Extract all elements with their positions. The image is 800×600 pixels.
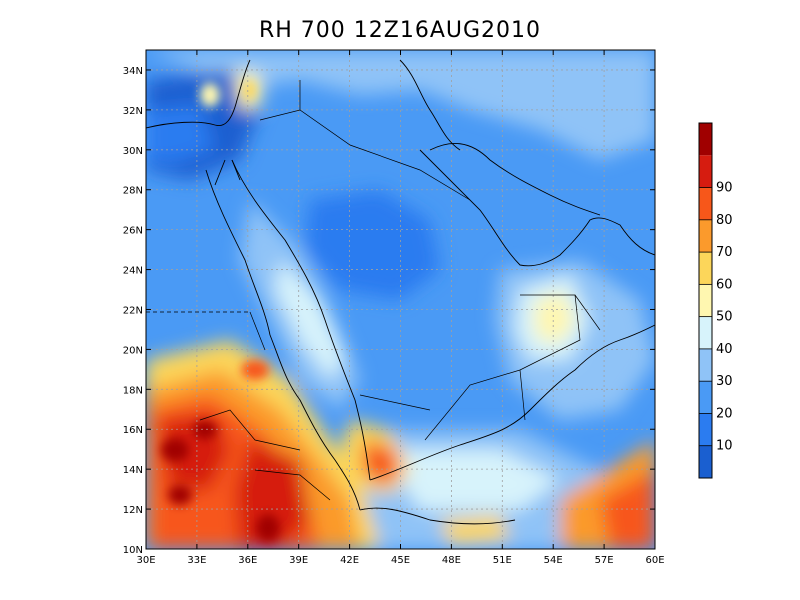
colorbar-segment	[699, 316, 712, 349]
x-tick-label: 48E	[442, 555, 461, 566]
rh-field	[146, 50, 655, 549]
colorbar-segment	[699, 284, 712, 317]
colorbar-label: 50	[716, 310, 733, 325]
x-tick-label: 57E	[595, 555, 614, 566]
y-tick-label: 16N	[123, 425, 143, 436]
x-tick-label: 30E	[136, 555, 155, 566]
colorbar-segment	[699, 413, 712, 446]
colorbar-segment	[699, 219, 712, 253]
colorbar-label: 30	[716, 374, 733, 389]
colorbar-label: 80	[716, 213, 733, 228]
y-tick-label: 18N	[123, 385, 143, 396]
x-tick-label: 60E	[645, 555, 664, 566]
chart-title: RH 700 12Z16AUG2010	[258, 18, 542, 43]
x-tick-label: 54E	[544, 555, 563, 566]
colorbar-label: 10	[716, 439, 733, 454]
y-axis: 10N 12N 14N 16N 18N 20N 22N 24N 26N 28N 30N 32N 34N	[123, 66, 655, 556]
y-tick-label: 14N	[123, 465, 143, 476]
y-tick-label: 28N	[123, 186, 143, 197]
y-tick-label: 20N	[123, 345, 143, 356]
colorbar-frame	[698, 122, 713, 479]
colorbar-segment	[699, 155, 712, 188]
x-tick-label: 36E	[238, 555, 257, 566]
colorbar-label: 70	[716, 245, 733, 260]
colorbar-label: 60	[716, 277, 733, 292]
y-tick-label: 10N	[123, 545, 143, 556]
colorbar-segment	[699, 348, 712, 382]
y-tick-label: 22N	[123, 305, 143, 316]
y-tick-label: 24N	[123, 266, 143, 277]
colorbar-segment	[699, 445, 712, 478]
x-tick-label: 42E	[340, 555, 359, 566]
coastlines	[146, 59, 655, 525]
y-tick-label: 26N	[123, 226, 143, 237]
colorbar-label: 90	[716, 181, 733, 196]
gridlines	[146, 50, 655, 549]
rh-maxima	[161, 80, 280, 542]
colorbar-segment	[699, 252, 712, 285]
y-tick-label: 34N	[123, 66, 143, 77]
y-tick-label: 32N	[123, 106, 143, 117]
y-tick-label: 12N	[123, 505, 143, 516]
x-tick-label: 45E	[391, 555, 410, 566]
colorbar-label: 20	[716, 406, 733, 421]
x-tick-label: 51E	[493, 555, 512, 566]
borders	[146, 80, 601, 501]
colorbar-segment	[699, 381, 712, 414]
rh-contours	[146, 50, 655, 549]
colorbar: 10 20 30 40 50 60 70 80 90	[698, 122, 733, 479]
x-tick-label: 33E	[187, 555, 206, 566]
x-tick-label: 39E	[289, 555, 308, 566]
colorbar-label: 40	[716, 342, 733, 357]
x-axis: 30E 33E 36E 39E 42E 45E 48E 51E 54E 57E 60E	[136, 50, 665, 566]
colorbar-segment	[699, 187, 712, 220]
y-tick-label: 30N	[123, 146, 143, 157]
colorbar-segment	[699, 123, 712, 156]
